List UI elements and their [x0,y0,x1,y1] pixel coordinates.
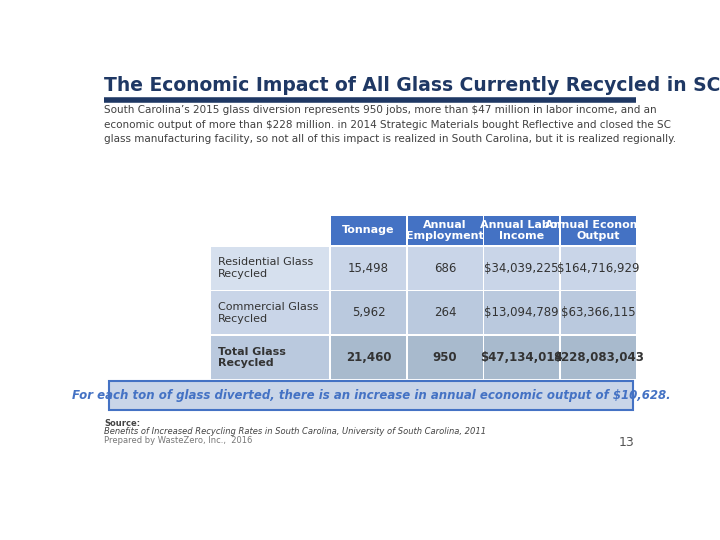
FancyBboxPatch shape [408,291,482,334]
FancyBboxPatch shape [561,247,636,289]
FancyBboxPatch shape [109,381,632,410]
Text: $164,716,929: $164,716,929 [557,261,639,274]
FancyBboxPatch shape [408,336,482,379]
FancyBboxPatch shape [211,291,330,334]
FancyBboxPatch shape [331,291,406,334]
Text: 13: 13 [618,436,634,449]
Text: 686: 686 [434,261,456,274]
Text: 21,460: 21,460 [346,351,391,364]
Text: The Economic Impact of All Glass Currently Recycled in SC: The Economic Impact of All Glass Current… [104,76,720,96]
Text: $228,083,043: $228,083,043 [553,351,644,364]
Text: Prepared by WasteZero, Inc.,  2016: Prepared by WasteZero, Inc., 2016 [104,436,252,445]
Text: Tonnage: Tonnage [342,225,395,235]
Text: 950: 950 [433,351,457,364]
Text: Total Glass
Recycled: Total Glass Recycled [218,347,286,368]
FancyBboxPatch shape [331,336,406,379]
Text: Annual Economic
Output: Annual Economic Output [545,220,652,241]
Text: Benefits of Increased Recycling Rates in South Carolina, University of South Car: Benefits of Increased Recycling Rates in… [104,427,486,436]
Text: Annual Labor
Income: Annual Labor Income [480,220,563,241]
Text: 15,498: 15,498 [348,261,389,274]
Text: $63,366,115: $63,366,115 [561,306,636,319]
FancyBboxPatch shape [408,247,482,289]
FancyBboxPatch shape [331,247,406,289]
FancyBboxPatch shape [561,291,636,334]
Text: 5,962: 5,962 [351,306,385,319]
FancyBboxPatch shape [561,336,636,379]
FancyBboxPatch shape [331,215,406,245]
Text: $47,134,014: $47,134,014 [480,351,563,364]
Text: $34,039,225: $34,039,225 [485,261,559,274]
Text: $13,094,789: $13,094,789 [485,306,559,319]
FancyBboxPatch shape [484,247,559,289]
Text: Commercial Glass
Recycled: Commercial Glass Recycled [218,302,318,323]
FancyBboxPatch shape [211,247,330,289]
FancyBboxPatch shape [211,336,330,379]
Text: South Carolina’s 2015 glass diversion represents 950 jobs, more than $47 million: South Carolina’s 2015 glass diversion re… [104,105,676,144]
Text: 264: 264 [433,306,456,319]
Text: Source:: Source: [104,419,140,428]
FancyBboxPatch shape [408,215,482,245]
FancyBboxPatch shape [561,215,636,245]
FancyBboxPatch shape [484,336,559,379]
Text: Annual
Employment: Annual Employment [406,220,484,241]
FancyBboxPatch shape [484,215,559,245]
FancyBboxPatch shape [484,291,559,334]
Text: For each ton of glass diverted, there is an increase in annual economic output o: For each ton of glass diverted, there is… [71,389,670,402]
Text: Residential Glass
Recycled: Residential Glass Recycled [218,257,313,279]
